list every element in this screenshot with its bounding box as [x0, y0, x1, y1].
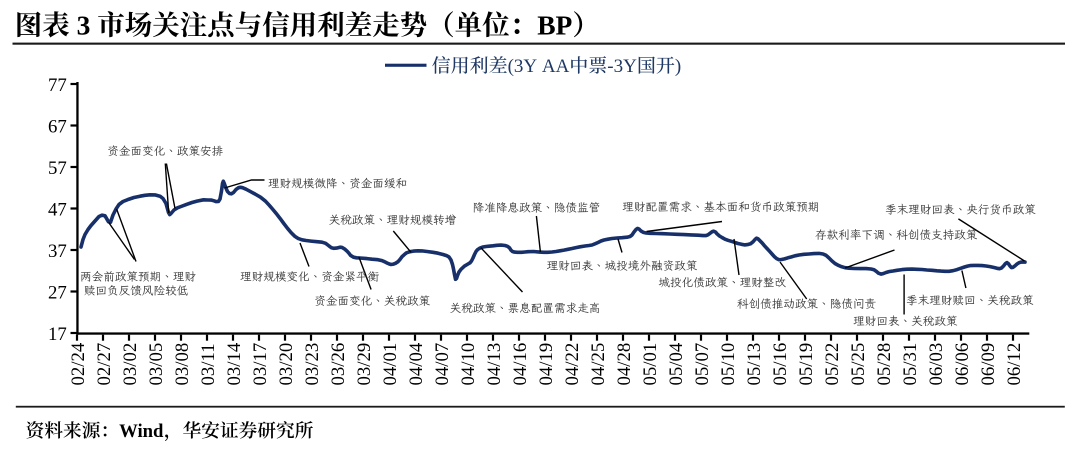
svg-text:04/07: 04/07	[432, 343, 453, 386]
svg-text:Wind: Wind	[119, 421, 164, 442]
svg-text:03/23: 03/23	[302, 343, 323, 386]
svg-text:06/03: 06/03	[926, 343, 947, 386]
svg-text:03/20: 03/20	[276, 343, 297, 386]
svg-text:05/01: 05/01	[640, 343, 661, 386]
svg-text:05/07: 05/07	[692, 343, 713, 386]
svg-text:05/31: 05/31	[900, 343, 921, 386]
svg-text:03/29: 03/29	[354, 343, 375, 386]
svg-text:3: 3	[70, 10, 98, 41]
svg-text:05/16: 05/16	[770, 343, 791, 386]
svg-text:05/28: 05/28	[874, 343, 895, 386]
svg-text:04/22: 04/22	[562, 343, 583, 386]
svg-text:47: 47	[48, 200, 67, 221]
svg-text:67: 67	[48, 117, 67, 138]
svg-text:04/13: 04/13	[484, 343, 505, 386]
svg-text:77: 77	[48, 75, 67, 96]
svg-text:06/12: 06/12	[1004, 343, 1025, 386]
svg-text:03/14: 03/14	[224, 342, 245, 385]
svg-text:05/22: 05/22	[822, 343, 843, 386]
svg-text:02/27: 02/27	[94, 343, 115, 386]
svg-text:): )	[675, 56, 681, 77]
svg-text:17: 17	[48, 324, 67, 345]
svg-text:37: 37	[48, 241, 67, 262]
svg-text:05/25: 05/25	[848, 343, 869, 386]
svg-text:04/10: 04/10	[458, 343, 479, 386]
svg-text:03/11: 03/11	[198, 343, 219, 385]
svg-text:03/26: 03/26	[328, 343, 349, 386]
svg-text:05/13: 05/13	[744, 343, 765, 386]
svg-text:04/01: 04/01	[380, 343, 401, 386]
svg-text:05/04: 05/04	[666, 342, 687, 385]
svg-text:03/17: 03/17	[250, 343, 271, 386]
svg-text:04/19: 04/19	[536, 343, 557, 386]
svg-text:BP: BP	[537, 10, 572, 41]
svg-text:05/10: 05/10	[718, 343, 739, 386]
svg-text:-3Y: -3Y	[607, 56, 637, 77]
svg-text:04/28: 04/28	[614, 343, 635, 386]
svg-text:03/05: 03/05	[146, 343, 167, 386]
svg-text:02/24: 02/24	[68, 342, 89, 385]
svg-text:04/04: 04/04	[406, 342, 427, 385]
svg-text:03/02: 03/02	[120, 343, 141, 386]
svg-text:04/16: 04/16	[510, 343, 531, 386]
svg-text:(3Y AA: (3Y AA	[508, 56, 570, 77]
svg-text:57: 57	[48, 158, 67, 179]
svg-text:05/19: 05/19	[796, 343, 817, 386]
svg-text:04/25: 04/25	[588, 343, 609, 386]
svg-text:06/06: 06/06	[952, 343, 973, 386]
svg-text:27: 27	[48, 283, 67, 304]
svg-text:06/09: 06/09	[978, 343, 999, 386]
svg-text:03/08: 03/08	[172, 343, 193, 386]
